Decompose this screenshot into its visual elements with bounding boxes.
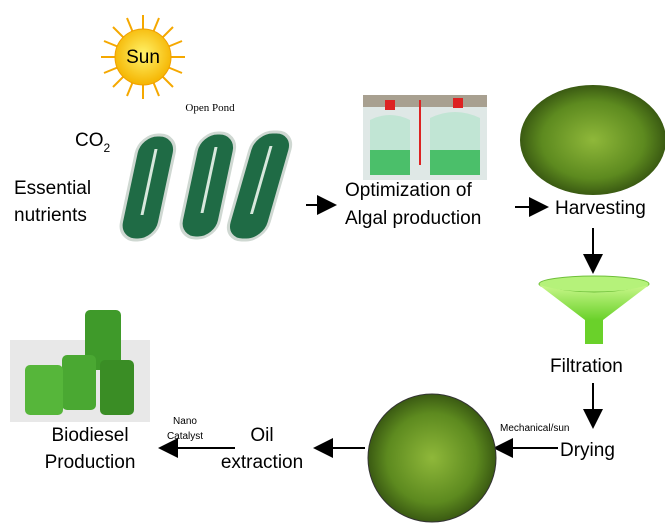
drying-label: Drying [560,440,615,461]
nutrients-label: Essential [14,178,91,199]
optimization-label: Algal production [345,208,481,229]
biodiesel-label: Biodiesel [51,425,128,446]
oil-extraction-label: Oil [250,425,273,446]
diagram: Sun Open Pond CO2 Essential nutrients Op… [0,0,665,527]
dried-algae-image [368,394,496,522]
filtration-label: Filtration [550,356,623,377]
co2-label: CO2 [75,130,111,155]
funnel-icon [539,276,649,344]
sun-label: Sun [126,47,160,68]
harvesting-label: Harvesting [555,198,646,219]
harvest-image [520,85,665,195]
photobioreactor-image [363,95,487,180]
nutrients-label: nutrients [14,205,87,226]
biodiesel-label: Production [45,452,136,473]
co2-subscript: 2 [104,141,111,155]
catalyst-label: Catalyst [167,431,203,442]
barrels-image [10,310,150,422]
pond-label: Open Pond [185,102,235,114]
drying-method-label: Mechanical/sun [500,423,569,434]
oil-extraction-label: extraction [221,452,303,473]
optimization-label: Optimization of [345,180,472,201]
open-pond-image [118,132,295,240]
catalyst-label: Nano [173,416,197,427]
co2-base: CO [75,130,104,151]
